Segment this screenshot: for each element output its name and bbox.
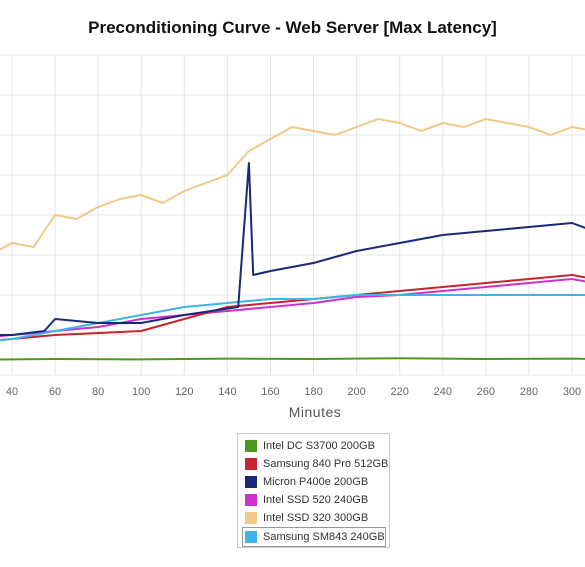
series-line [0, 274, 585, 342]
series-line [0, 118, 585, 251]
series-line [0, 357, 585, 361]
x-tick-label: 40 [6, 386, 18, 398]
legend-item[interactable]: Intel SSD 520 240GB [245, 491, 389, 509]
x-tick-label: 100 [132, 386, 150, 398]
legend-item[interactable]: Intel SSD 320 300GB [245, 509, 389, 527]
legend-swatch [245, 494, 257, 506]
x-tick-labels: 40 60 80 100 120 140 160 180 200 220 240 260 280 300 [6, 386, 581, 398]
legend-label: Samsung 840 Pro 512GB [263, 458, 389, 470]
legend-label: Intel SSD 520 240GB [263, 494, 369, 506]
series-line [0, 162, 585, 336]
legend-swatch [245, 531, 257, 543]
x-tick-label: 180 [304, 386, 322, 398]
legend-label: Micron P400e 200GB [263, 476, 369, 488]
legend-item[interactable]: Samsung SM843 240GB [242, 527, 386, 547]
series-lines [0, 118, 585, 361]
chart-title: Preconditioning Curve - Web Server [Max … [88, 18, 497, 37]
legend-swatch [245, 512, 257, 524]
x-tick-label: 300 [563, 386, 581, 398]
gridlines [0, 54, 585, 376]
x-tick-label: 260 [477, 386, 495, 398]
legend-item[interactable]: Micron P400e 200GB [245, 473, 389, 491]
x-tick-label: 280 [520, 386, 538, 398]
x-tick-label: 200 [347, 386, 365, 398]
x-tick-label: 140 [218, 386, 236, 398]
legend-item[interactable]: Samsung 840 Pro 512GB [245, 455, 389, 473]
legend: Intel DC S3700 200GB Samsung 840 Pro 512G… [237, 433, 390, 548]
legend-swatch [245, 440, 257, 452]
x-tick-label: 220 [391, 386, 409, 398]
x-tick-label: 60 [49, 386, 61, 398]
legend-item[interactable]: Intel DC S3700 200GB [245, 437, 389, 455]
legend-swatch [245, 458, 257, 470]
series-line [0, 294, 585, 342]
legend-label: Intel SSD 320 300GB [263, 512, 369, 524]
x-tick-label: 80 [92, 386, 104, 398]
series-line [0, 278, 585, 338]
legend-label: Intel DC S3700 200GB [263, 440, 375, 452]
legend-label: Samsung SM843 240GB [263, 531, 385, 543]
x-axis-label: Minutes [288, 404, 342, 420]
x-tick-label: 160 [261, 386, 279, 398]
x-tick-label: 120 [175, 386, 193, 398]
x-tick-label: 240 [434, 386, 452, 398]
legend-swatch [245, 476, 257, 488]
